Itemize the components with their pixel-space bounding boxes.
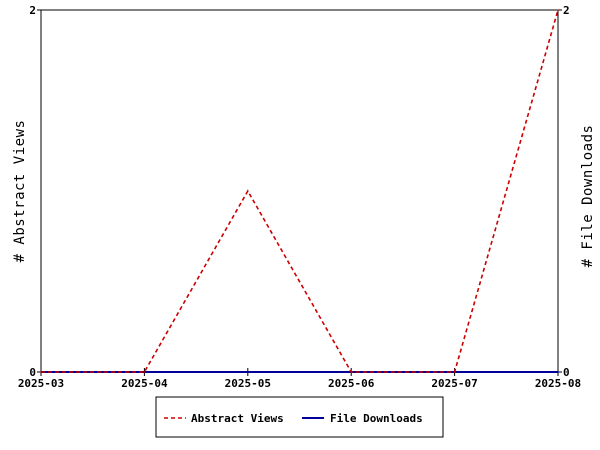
legend-box (155, 396, 444, 438)
data-point-abstract-views (40, 371, 42, 373)
legend-label-file-downloads: File Downloads (330, 412, 423, 425)
series-line-abstract-views (41, 9, 559, 373)
plot-area (40, 9, 559, 373)
data-point-abstract-views (350, 371, 353, 373)
y-left-tick-label: 0 (29, 366, 36, 379)
data-point-abstract-views (247, 190, 249, 192)
x-tick-label: 2025-05 (225, 377, 271, 390)
legend: Abstract Views File Downloads (155, 396, 444, 438)
data-point-file-downloads (557, 371, 559, 373)
y-axis-left-title: # Abstract Views (12, 120, 28, 263)
y-left-tick-label: 2 (29, 4, 36, 17)
x-tick-label: 2025-03 (18, 377, 64, 390)
x-tick-label: 2025-07 (431, 377, 477, 390)
x-tick-label: 2025-04 (121, 377, 168, 390)
data-point-abstract-views (453, 371, 456, 373)
y-axis-right-title: # File Downloads (580, 125, 596, 268)
x-tick-label: 2025-06 (328, 377, 375, 390)
data-point-abstract-views (143, 371, 146, 373)
legend-label-abstract-views: Abstract Views (191, 412, 284, 425)
y-right-tick-label: 0 (563, 366, 570, 379)
data-point-file-downloads (247, 371, 249, 373)
data-point-abstract-views (557, 9, 559, 11)
x-tick-label: 2025-08 (535, 377, 581, 390)
y-right-tick-label: 2 (563, 4, 570, 17)
